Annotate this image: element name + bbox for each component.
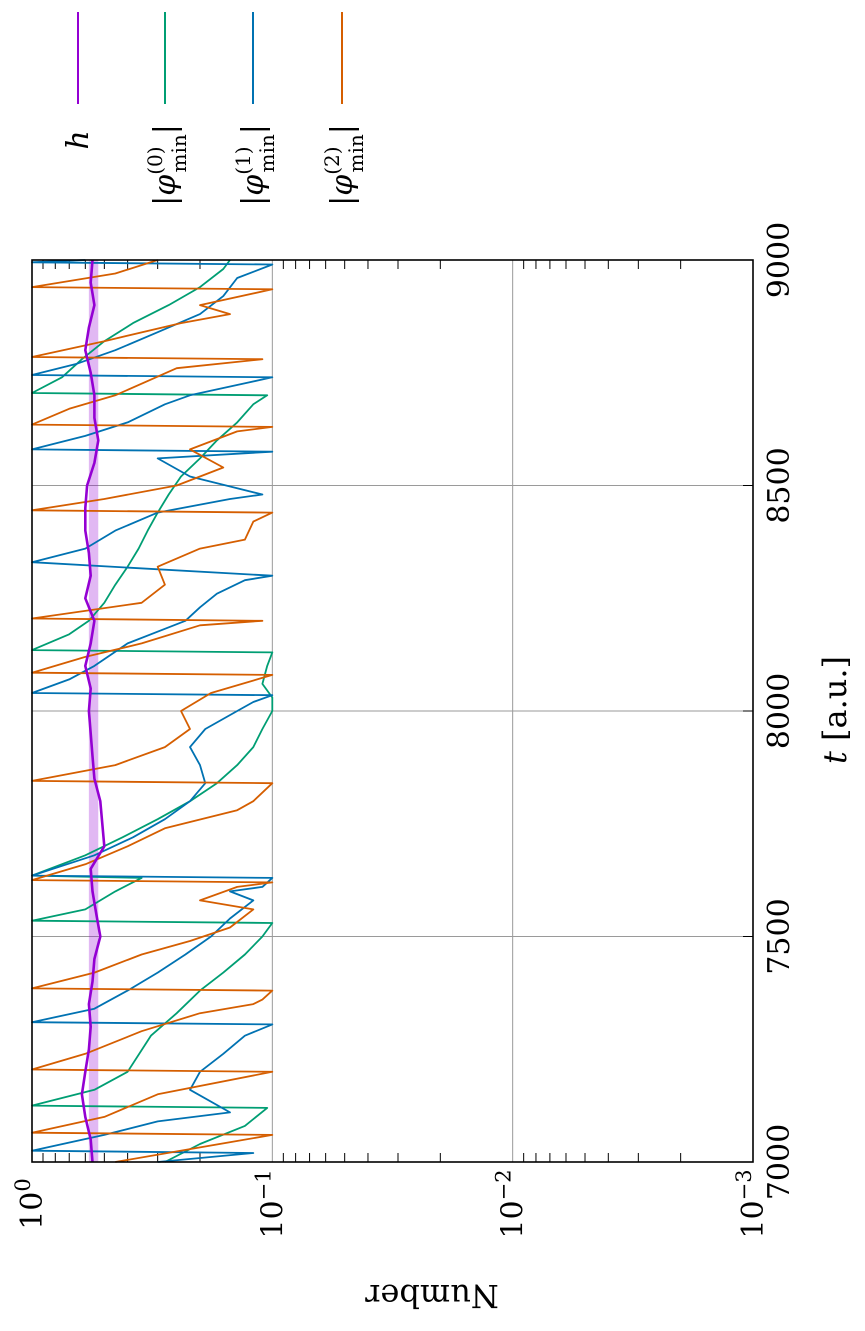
h-band: [88, 260, 99, 1162]
legend: h |φ(0)min| |φ(1)min| |φ(2)min|: [61, 12, 368, 206]
y-tick-label: 100: [11, 1178, 50, 1230]
x-tick-label: 8000: [762, 673, 797, 749]
x-tick-label: 7000: [762, 1124, 797, 1200]
series-line-3: [31, 259, 274, 1163]
y-tick-label: 10−3: [732, 1169, 771, 1238]
y-tick-label: 10−2: [492, 1169, 531, 1238]
legend-label-2: |φ(1)min|: [231, 124, 279, 206]
x-axis-label: t [a.u.]: [816, 656, 854, 764]
y-tick-label: 10−1: [251, 1169, 290, 1238]
x-tick-label: 7500: [762, 898, 797, 974]
series-line-2: [31, 259, 274, 1163]
legend-label-3: |φ(2)min|: [320, 124, 368, 206]
legend-label-1: |φ(0)min|: [143, 124, 191, 206]
x-tick-label: 9000: [762, 222, 797, 298]
series-line-0: [80, 259, 106, 1163]
legend-label-0: h: [61, 130, 96, 149]
series-line-1: [31, 259, 274, 1163]
plot-area: 7000 7500 8000 8500 9000 100 10−1 10−2 10−3: [11, 222, 797, 1239]
y-axis-label: Number: [364, 1277, 498, 1315]
x-tick-label: 8500: [762, 447, 797, 523]
